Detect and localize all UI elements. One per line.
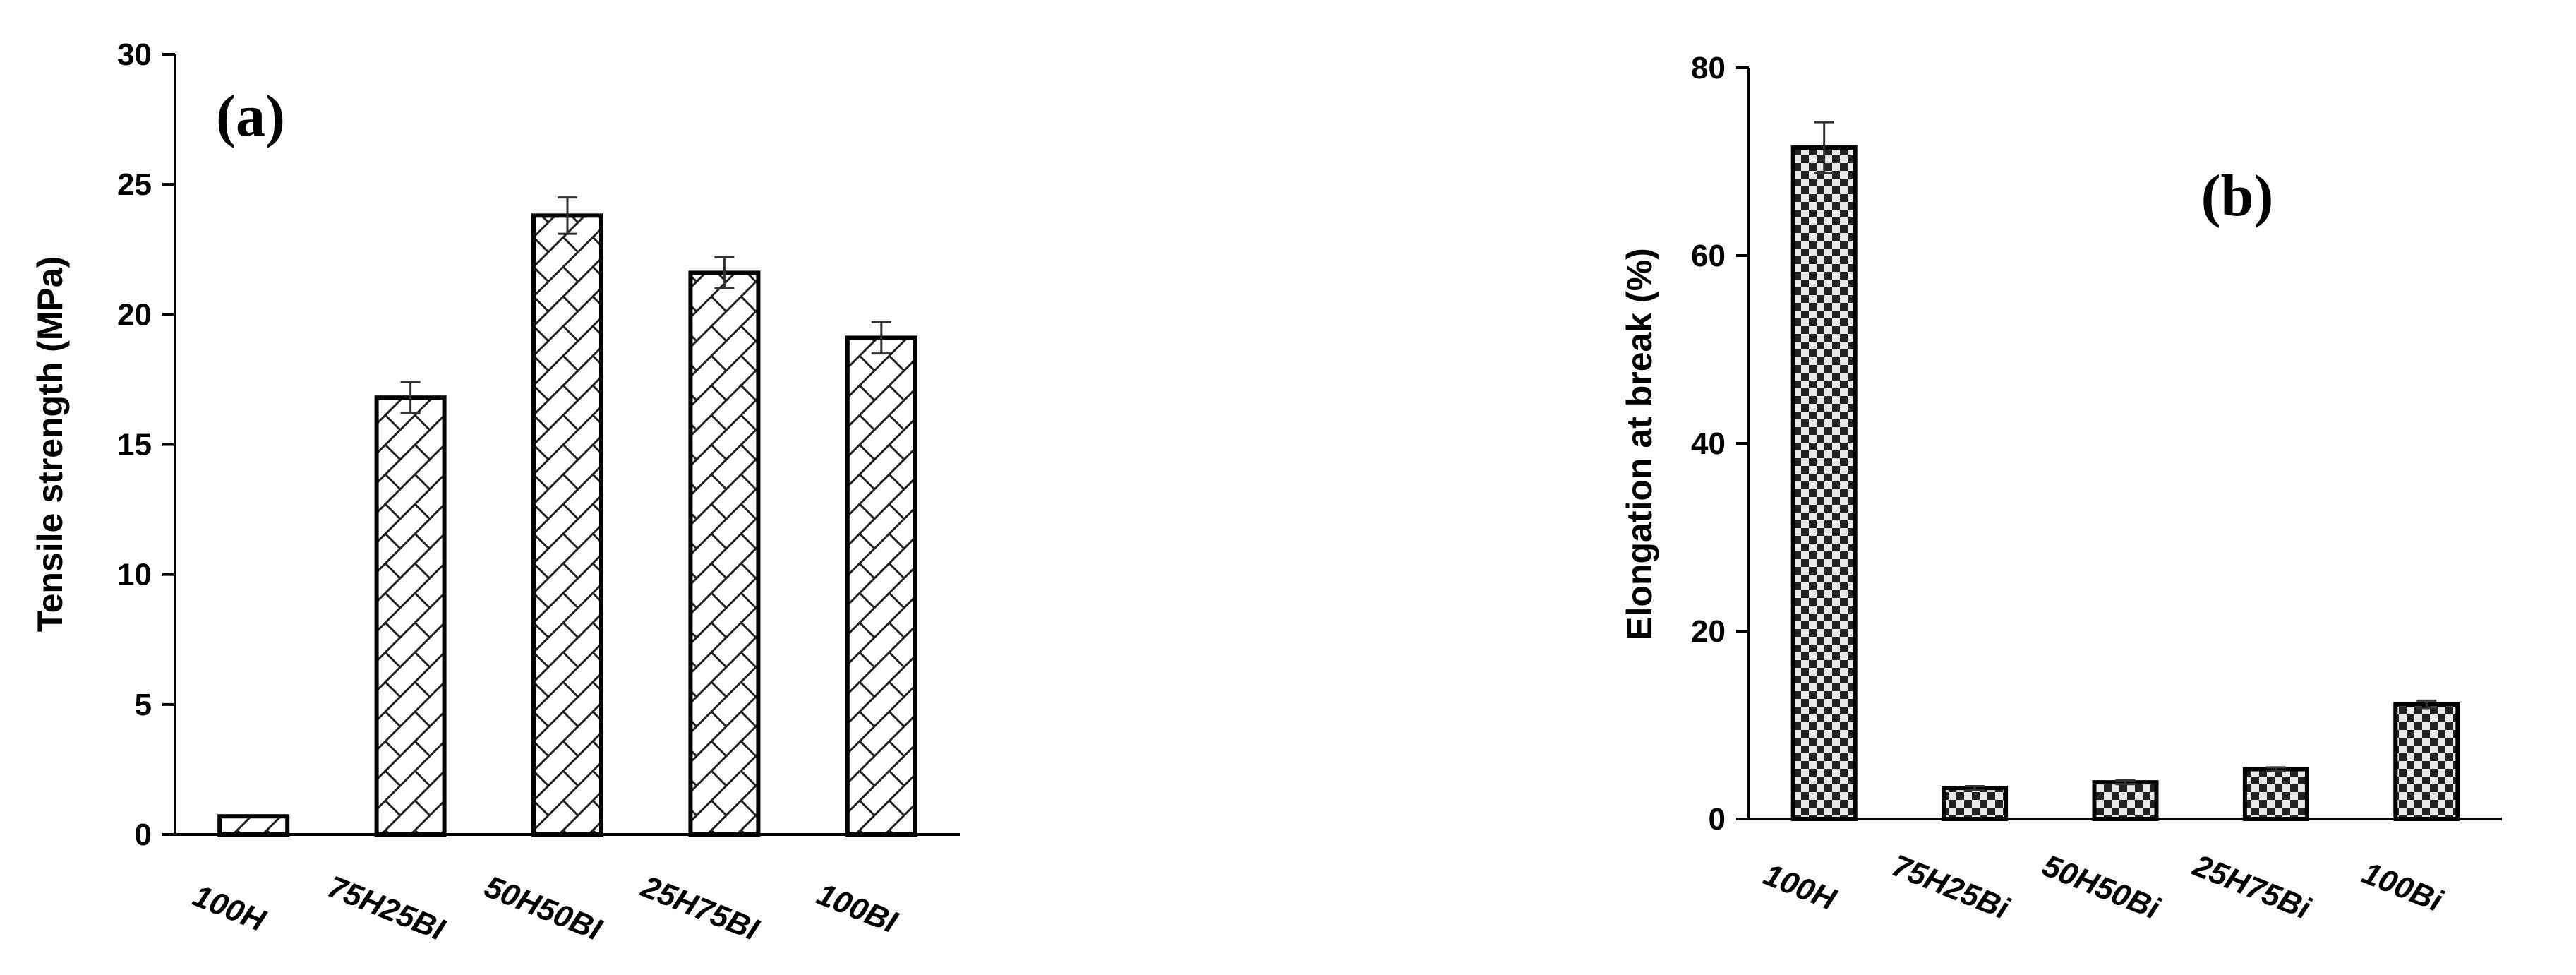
y-tick-label-a-2: 10 (117, 558, 152, 592)
x-tick-label-a-1: 75H25BI (323, 869, 450, 947)
axes-b (1747, 68, 2502, 820)
panel-label-a: (a) (216, 83, 285, 149)
y-tick-label-a-4: 20 (117, 297, 152, 332)
x-tick-label-a-0: 100H (188, 878, 271, 938)
y-ticks-a: 0 5 10 15 20 25 30 (117, 37, 175, 852)
bars-b (1790, 145, 2460, 822)
error-bar-b-1 (1965, 784, 1985, 791)
y-tick-label-a-6: 30 (117, 37, 152, 72)
error-bar-a-1 (400, 381, 421, 414)
x-tick-label-a-3: 25H75BI (636, 869, 764, 947)
y-axis-label-b: Elongation at break (%) (1620, 248, 1659, 640)
bar-b-0 (1790, 145, 1858, 822)
error-bar-b-3 (2265, 766, 2286, 772)
x-tick-label-a-2: 50H50BI (480, 869, 607, 947)
x-tick-label-b-3: 25H75Bi (2188, 848, 2316, 926)
error-bars-b (1814, 121, 2437, 791)
chart-panel-a: Tensile strength (MPa) (a) 051015202530 … (30, 37, 960, 947)
y-tick-label-b-2: 40 (1691, 426, 1726, 461)
y-tick-label-a-0: 0 (135, 818, 152, 852)
y-tick-label-b-4: 80 (1691, 51, 1726, 85)
y-tick-label-b-1: 20 (1691, 614, 1726, 649)
bars-a (217, 213, 917, 837)
error-bar-b-4 (2416, 699, 2437, 710)
error-bars-a (400, 196, 891, 414)
bar-a-0 (217, 814, 290, 837)
x-ticks-b: 100H 75H25Bi 50H50Bi 25H75Bi 100Bi (1759, 848, 2448, 926)
error-bar-a-2 (558, 196, 577, 235)
error-bar-b-0 (1814, 121, 1834, 174)
bar-b-1 (1942, 786, 2009, 821)
bar-b-4 (2393, 702, 2460, 821)
panel-label-b: (b) (2201, 163, 2274, 229)
y-tick-label-b-3: 60 (1691, 239, 1726, 273)
bar-b-2 (2092, 780, 2159, 822)
y-tick-label-a-5: 25 (117, 167, 152, 202)
y-ticks-b: 0 20 40 60 80 (1691, 51, 1749, 837)
x-tick-label-b-2: 50H50Bi (2038, 848, 2165, 926)
y-axis-label-a: Tensile strength (MPa) (30, 256, 70, 632)
x-tick-label-a-4: 100BI (812, 877, 903, 940)
bar-b-3 (2242, 767, 2309, 822)
y-tick-label-a-1: 5 (135, 688, 152, 722)
bar-a-1 (374, 395, 447, 837)
x-tick-label-b-4: 100Bi (2357, 856, 2448, 919)
x-tick-label-b-0: 100H (1759, 857, 1841, 917)
y-tick-label-b-0: 0 (1709, 802, 1726, 837)
bar-a-3 (688, 270, 761, 837)
x-ticks-a: 100H 75H25BI 50H50BI 25H75BI 100BI (188, 869, 903, 947)
chart-panel-b: Elongation at break (%) (b) 0 20 40 60 80 10… (1620, 51, 2502, 926)
bar-a-4 (845, 335, 917, 837)
error-bar-a-4 (871, 321, 891, 355)
y-tick-label-a-3: 15 (117, 428, 152, 462)
error-bar-b-2 (2115, 779, 2136, 786)
bar-a-2 (531, 213, 603, 837)
x-tick-label-b-1: 75H25Bi (1887, 848, 2014, 926)
error-bar-a-3 (714, 256, 735, 289)
